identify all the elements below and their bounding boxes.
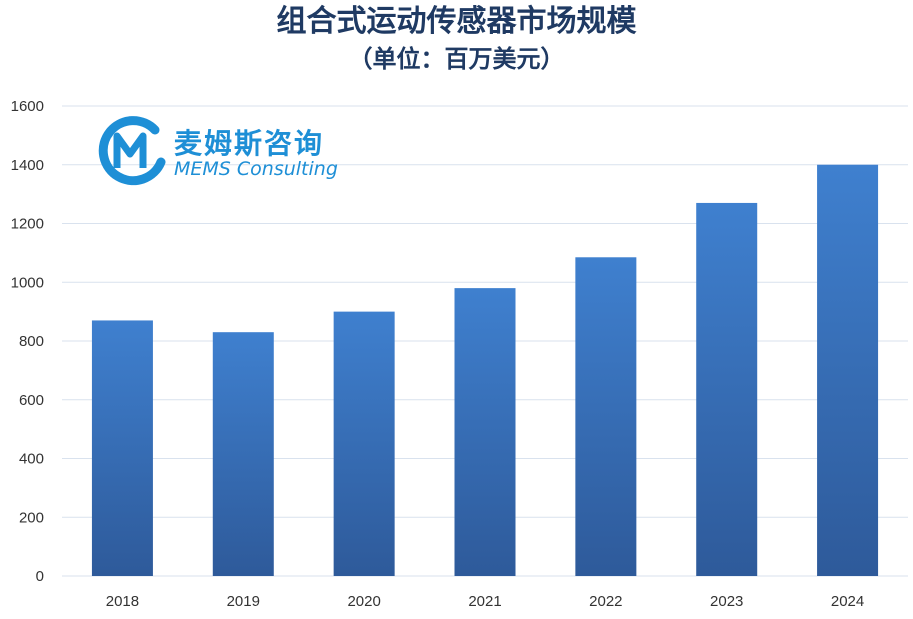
mems-consulting-logo: 麦姆斯咨询 MEMS Consulting [97, 116, 347, 190]
x-tick-label: 2019 [227, 593, 260, 610]
x-tick-label: 2023 [710, 593, 743, 610]
logo-chinese-text: 麦姆斯咨询 [174, 127, 325, 160]
bar-2022 [575, 257, 637, 576]
y-tick-label: 400 [19, 451, 44, 468]
y-tick-label: 200 [19, 509, 44, 526]
y-tick-label: 0 [36, 568, 44, 585]
bar-2019 [212, 332, 274, 576]
y-tick-label: 800 [19, 333, 44, 350]
y-tick-label: 1200 [11, 216, 44, 233]
x-axis-ticks: 2018 2019 2020 2021 2022 2023 2024 [106, 593, 865, 610]
y-tick-label: 1000 [11, 274, 44, 291]
x-tick-label: 2021 [468, 593, 501, 610]
bar-2020 [333, 311, 395, 576]
bar-2024 [817, 164, 879, 576]
bars [91, 164, 879, 576]
logo-m-icon [98, 116, 166, 186]
bar-2023 [696, 202, 758, 576]
x-tick-label: 2020 [347, 593, 380, 610]
x-tick-label: 2024 [831, 593, 864, 610]
y-axis-ticks: 0 200 400 600 800 1000 1200 1400 1600 [11, 98, 44, 585]
x-tick-label: 2018 [106, 593, 139, 610]
x-tick-label: 2022 [589, 593, 622, 610]
y-tick-label: 1400 [11, 157, 44, 174]
chart-title: 组合式运动传感器市场规模 [276, 4, 637, 39]
y-tick-label: 600 [19, 392, 44, 409]
chart-subtitle: （单位：百万美元） [348, 44, 565, 73]
y-tick-label: 1600 [11, 98, 44, 115]
logo-english-text: MEMS Consulting [174, 158, 338, 180]
bar-2018 [91, 320, 153, 576]
bar-2021 [454, 288, 516, 576]
